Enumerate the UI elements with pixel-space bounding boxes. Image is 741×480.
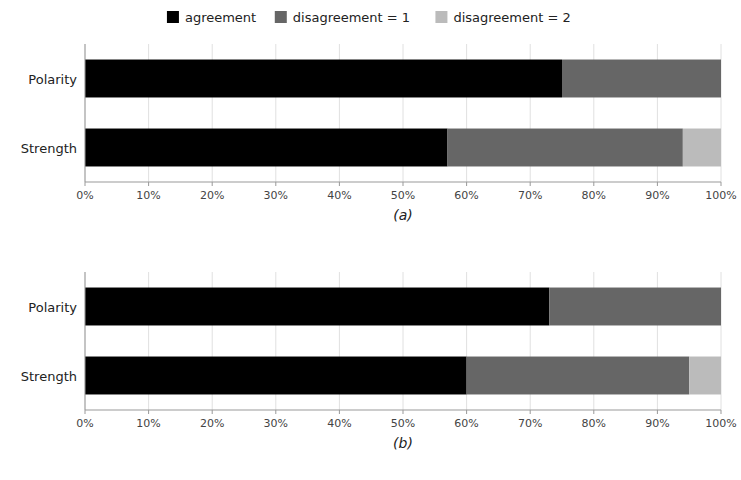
- tick-mark: [212, 410, 213, 414]
- tick-mark: [403, 182, 404, 186]
- category-label: Polarity: [28, 72, 77, 87]
- x-axis-label: (a): [393, 207, 413, 223]
- tick-mark: [85, 182, 86, 186]
- grid-line: [85, 44, 86, 182]
- tick-label: 70%: [518, 189, 542, 202]
- bar-segment: [85, 129, 448, 167]
- tick-label: 90%: [645, 189, 669, 202]
- legend-swatch: [275, 11, 287, 23]
- tick-label: 40%: [327, 417, 351, 430]
- tick-label: 100%: [705, 189, 736, 202]
- tick-mark: [657, 410, 658, 414]
- tick-mark: [593, 410, 594, 414]
- tick-mark: [657, 182, 658, 186]
- bar-segment: [85, 60, 562, 98]
- bar-segment: [549, 288, 721, 326]
- tick-label: 80%: [582, 417, 606, 430]
- legend-swatch: [167, 11, 179, 23]
- tick-mark: [530, 182, 531, 186]
- x-axis-line: [85, 410, 721, 411]
- tick-label: 100%: [705, 417, 736, 430]
- tick-mark: [466, 182, 467, 186]
- y-axis-line: [85, 272, 86, 410]
- bars: [85, 60, 721, 167]
- bar-segment: [85, 288, 549, 326]
- tick-mark: [721, 410, 722, 414]
- tick-label: 40%: [327, 189, 351, 202]
- grid-line: [85, 272, 86, 410]
- panel: 0% 10% 20% 30% 40% 50% 60% 70% 80% 90% 100% Polarit…: [21, 272, 737, 451]
- category-label: Strength: [21, 141, 77, 156]
- tick-mark: [275, 182, 276, 186]
- tick-label: 70%: [518, 417, 542, 430]
- chart-root: agreement disagreement = 1 disagreement = …: [0, 0, 741, 480]
- bar-segment: [467, 357, 690, 395]
- tick-label: 20%: [200, 189, 224, 202]
- tick-mark: [148, 182, 149, 186]
- tick-mark: [593, 182, 594, 186]
- tick-label: 30%: [264, 189, 288, 202]
- background: [0, 0, 741, 480]
- bar-segment: [85, 357, 467, 395]
- tick-label: 0%: [76, 189, 93, 202]
- tick-label: 60%: [454, 417, 478, 430]
- tick-label: 10%: [136, 189, 160, 202]
- tick-mark: [339, 182, 340, 186]
- tick-label: 50%: [391, 189, 415, 202]
- bar-segment: [721, 288, 722, 326]
- tick-label: 30%: [264, 417, 288, 430]
- tick-mark: [212, 182, 213, 186]
- bar-segment: [721, 60, 722, 98]
- legend: agreement disagreement = 1 disagreement = …: [167, 10, 571, 25]
- legend-label: agreement: [185, 10, 256, 25]
- legend-swatch: [435, 11, 447, 23]
- tick-mark: [275, 410, 276, 414]
- tick-mark: [339, 410, 340, 414]
- tick-label: 10%: [136, 417, 160, 430]
- legend-label: disagreement = 1: [293, 10, 410, 25]
- legend-label: disagreement = 2: [453, 10, 570, 25]
- tick-label: 20%: [200, 417, 224, 430]
- tick-mark: [148, 410, 149, 414]
- tick-label: 90%: [645, 417, 669, 430]
- category-label: Polarity: [28, 300, 77, 315]
- tick-label: 0%: [76, 417, 93, 430]
- bar-segment: [683, 129, 721, 167]
- category-label: Strength: [21, 369, 77, 384]
- bar-segment: [448, 129, 683, 167]
- bar-segment: [689, 357, 721, 395]
- tick-mark: [85, 410, 86, 414]
- tick-label: 50%: [391, 417, 415, 430]
- bars: [85, 288, 721, 395]
- y-axis-line: [85, 44, 86, 182]
- panel: 0% 10% 20% 30% 40% 50% 60% 70% 80% 90% 100% Polarit…: [21, 44, 737, 223]
- x-axis-line: [85, 182, 721, 183]
- tick-label: 60%: [454, 189, 478, 202]
- tick-mark: [530, 410, 531, 414]
- bar-segment: [562, 60, 721, 98]
- tick-mark: [403, 410, 404, 414]
- tick-mark: [466, 410, 467, 414]
- x-axis-label: (b): [393, 435, 413, 451]
- tick-label: 80%: [582, 189, 606, 202]
- tick-mark: [721, 182, 722, 186]
